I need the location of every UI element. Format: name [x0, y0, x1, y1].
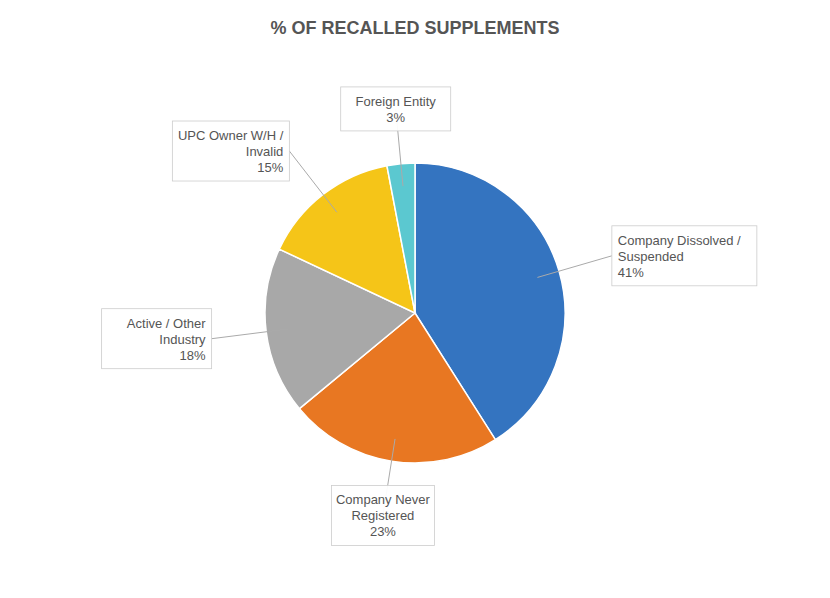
svg-text:UPC Owner W/H /Invalid15%: UPC Owner W/H /Invalid15% — [178, 128, 284, 175]
svg-text:Company NeverRegistered23%: Company NeverRegistered23% — [336, 492, 431, 539]
html-text:% OF RECALLED SUPPLEMENTS: % OF RECALLED SUPPLEMENTS — [270, 18, 560, 38]
svg-text:Foreign Entity3%: Foreign Entity3% — [356, 93, 437, 124]
svg-text:Active / OtherIndustry18%: Active / OtherIndustry18% — [127, 315, 206, 362]
svg-text:Company Dissolved /Suspended41: Company Dissolved /Suspended41% — [618, 232, 741, 279]
